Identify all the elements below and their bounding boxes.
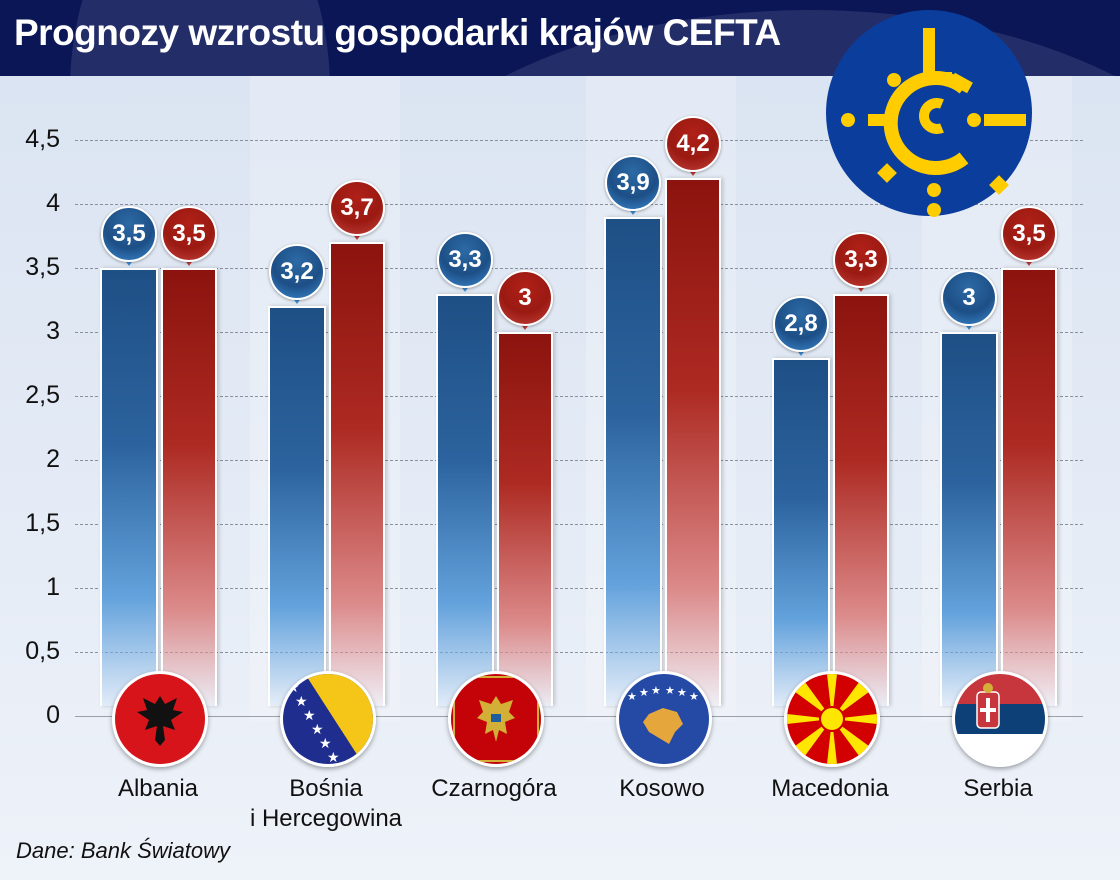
- category-name: Czarnogóra: [431, 775, 557, 802]
- red-bar: [329, 242, 385, 706]
- red-bar: [833, 293, 889, 706]
- blue-value-pin: 2,8: [771, 295, 831, 356]
- red-bar: [1001, 268, 1057, 706]
- svg-text:★: ★: [327, 750, 340, 764]
- y-tick-label: 2: [46, 445, 60, 473]
- svg-text:★: ★: [627, 690, 637, 703]
- albania-flag-icon: [112, 671, 208, 767]
- y-tick-label: 1,5: [25, 509, 60, 537]
- value-label: 4,2: [665, 116, 721, 173]
- svg-text:★: ★: [295, 694, 308, 710]
- value-label: 3,3: [437, 231, 493, 288]
- blue-bar: [436, 293, 494, 706]
- x-category-label: Bośnia i Hercegowina: [216, 774, 436, 834]
- value-label: 3,5: [1001, 206, 1057, 262]
- blue-bar: [604, 216, 662, 706]
- category-name: Macedonia: [771, 775, 889, 802]
- x-category-label: Albania: [48, 774, 268, 804]
- cefta-logo-icon: [824, 8, 1034, 218]
- category-name: Serbia: [963, 775, 1033, 802]
- blue-value-pin: 3: [939, 270, 999, 330]
- y-tick-label: 3,5: [25, 253, 60, 281]
- category-name: Bośnia: [289, 775, 363, 802]
- gridline: [75, 460, 1083, 461]
- serbia-flag-icon: [952, 671, 1048, 767]
- blue-bar: [940, 332, 998, 706]
- blue-bar: [268, 306, 326, 706]
- value-label: 3,3: [833, 231, 889, 288]
- gridline: [75, 588, 1083, 589]
- gridline: [75, 268, 1083, 269]
- gridline: [75, 396, 1083, 397]
- blue-value-pin: 3,9: [603, 154, 663, 215]
- source-note: Dane: Bank Światowy: [16, 838, 230, 863]
- svg-text:★: ★: [665, 684, 675, 697]
- red-bar: [497, 332, 553, 706]
- x-category-label: Serbia: [888, 774, 1108, 804]
- kosovo-flag-icon: ★ ★ ★ ★ ★ ★: [616, 671, 712, 767]
- svg-text:★: ★: [651, 684, 661, 697]
- value-label: 3,2: [269, 244, 325, 301]
- red-value-pin: 3,5: [999, 206, 1059, 266]
- category-name: Albania: [117, 775, 199, 802]
- gridline: [75, 652, 1083, 653]
- y-tick-label: 3: [46, 317, 60, 345]
- x-axis-line: [75, 716, 1083, 717]
- red-value-pin: 3: [495, 270, 555, 330]
- macedonia-flag-icon: [784, 671, 880, 767]
- x-category-label: Czarnogóra: [384, 774, 604, 804]
- montenegro-flag-icon: [448, 671, 544, 767]
- x-category-label: Macedonia: [720, 774, 940, 804]
- chart-title: Prognozy wzrostu gospodarki krajów CEFTA: [14, 12, 781, 53]
- bosnia-flag-icon: ★ ★ ★ ★ ★ ★: [280, 671, 376, 767]
- y-tick-label: 4,5: [25, 125, 60, 153]
- blue-bar: [772, 357, 830, 706]
- y-tick-label: 0,5: [25, 637, 60, 665]
- header-decoration: [70, 0, 330, 76]
- value-label: 3,5: [101, 206, 157, 262]
- x-category-label: Kosowo: [552, 774, 772, 804]
- red-value-pin: 3,3: [831, 231, 891, 292]
- y-tick-label: 4: [46, 189, 60, 217]
- svg-text:★: ★: [639, 686, 649, 699]
- y-tick-label: 0: [46, 701, 60, 729]
- svg-text:★: ★: [303, 708, 316, 724]
- gridline: [75, 140, 1083, 141]
- red-value-pin: 3,7: [327, 180, 387, 241]
- y-tick-label: 1: [46, 573, 60, 601]
- value-label: 3,5: [161, 206, 217, 262]
- gridline: [75, 524, 1083, 525]
- blue-bar: [100, 268, 158, 706]
- value-label: 3,9: [605, 154, 661, 211]
- svg-text:★: ★: [319, 736, 332, 752]
- category-name-line2: i Hercegowina: [249, 805, 403, 832]
- red-bar: [665, 178, 721, 706]
- red-value-pin: 3,5: [159, 206, 219, 266]
- value-label: 3: [497, 270, 553, 326]
- value-label: 2,8: [773, 295, 829, 352]
- red-bar: [161, 268, 217, 706]
- y-tick-label: 2,5: [25, 381, 60, 409]
- blue-value-pin: 3,3: [435, 231, 495, 292]
- value-label: 3,7: [329, 180, 385, 237]
- red-value-pin: 4,2: [663, 116, 723, 177]
- svg-text:★: ★: [311, 722, 324, 738]
- svg-text:★: ★: [677, 686, 687, 699]
- category-name: Kosowo: [619, 775, 705, 802]
- blue-value-pin: 3,2: [267, 244, 327, 305]
- blue-value-pin: 3,5: [99, 206, 159, 266]
- gridline: [75, 204, 1083, 205]
- gridline: [75, 332, 1083, 333]
- value-label: 3: [941, 270, 997, 326]
- svg-text:★: ★: [689, 690, 699, 703]
